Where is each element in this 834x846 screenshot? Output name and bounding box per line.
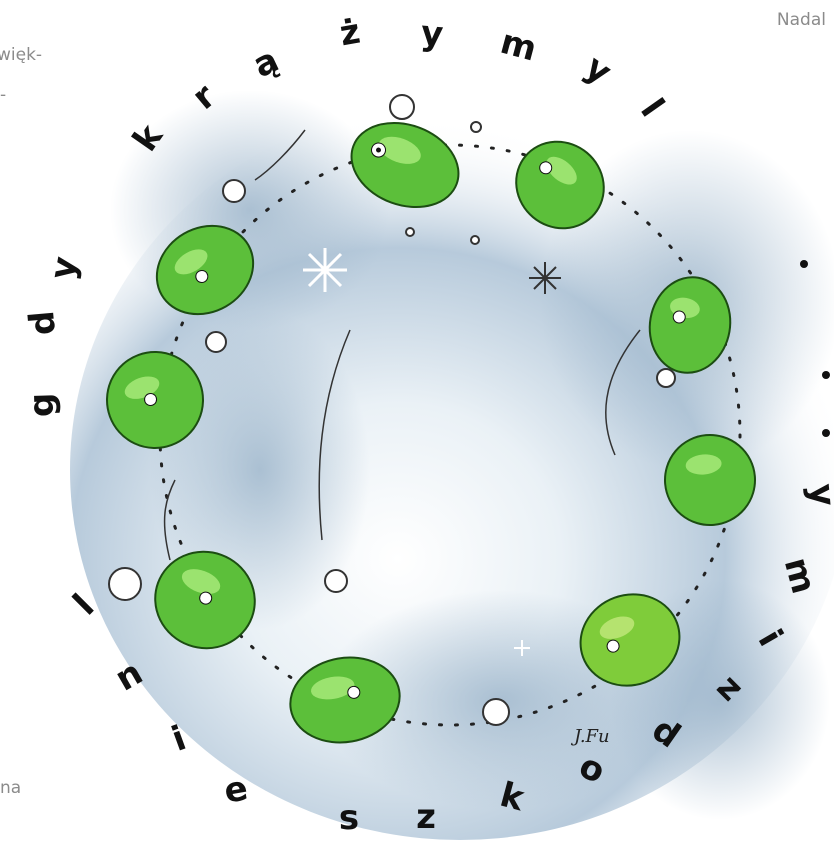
creature-left-middle — [106, 351, 204, 449]
margin-fragment-wiek: więk- — [0, 45, 43, 65]
creature-bottom-left — [154, 550, 256, 650]
margin-fragment-dash: - — [0, 85, 7, 105]
ring-letter-bottom_arc-4: s — [338, 798, 360, 838]
creature-top-right — [515, 140, 605, 230]
green-creatures — [106, 121, 756, 744]
snowflake-icon — [303, 248, 347, 292]
creature-bottom-right — [579, 593, 681, 687]
creature-bottom — [289, 656, 401, 744]
snowflake-icon — [529, 262, 561, 294]
ring-dot — [822, 429, 830, 437]
ring-letter-top_arc-4: y — [419, 13, 445, 55]
margin-word-nadal: Nadal — [776, 10, 826, 30]
motion-lines — [163, 129, 641, 561]
artist-signature: J.Fu — [570, 726, 610, 747]
creature-right-upper — [648, 276, 732, 374]
ring-dot — [800, 260, 808, 268]
creature-right-middle — [664, 434, 756, 526]
creature-top — [350, 121, 460, 209]
margin-fragment-na: na — [0, 778, 22, 798]
sparkle-icon — [514, 640, 530, 656]
creature-left-upper — [155, 224, 255, 316]
ring-letter-left_arc-1: d — [22, 309, 64, 337]
ring-letter-bottom_arc-5: z — [416, 797, 436, 837]
ring-letter-bottom_arc-12: y — [801, 482, 834, 508]
ring-dot — [822, 371, 830, 379]
snowballs — [108, 94, 676, 726]
ring-letter-left_arc-2: g — [21, 392, 63, 418]
